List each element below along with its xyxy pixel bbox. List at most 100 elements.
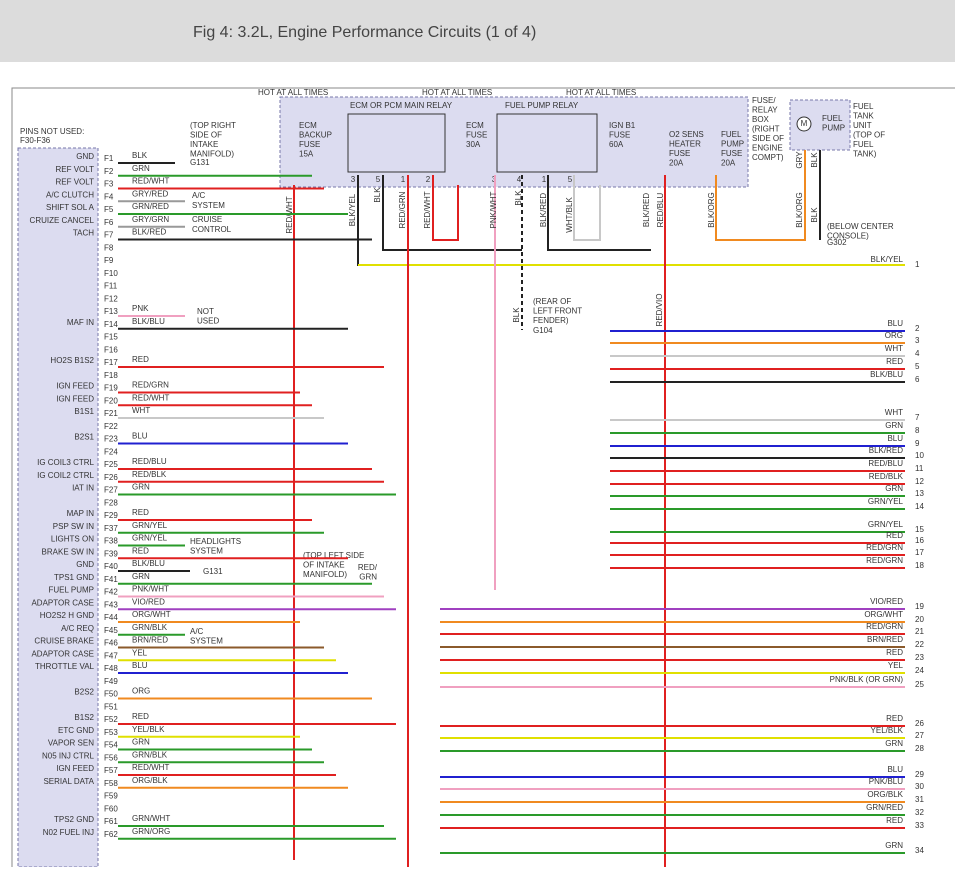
wire-color: GRN xyxy=(885,739,903,748)
wire-color: ORG xyxy=(885,331,903,340)
relay-pin: 1 xyxy=(542,175,547,184)
pin-number: F39 xyxy=(104,549,118,558)
circuit-number: 5 xyxy=(915,362,920,371)
wire-color: RED xyxy=(886,714,903,723)
pin-function: TPS2 GND xyxy=(54,815,94,824)
relay xyxy=(496,113,598,173)
wire-color: RED/WHT xyxy=(132,763,169,772)
wire-color: RED/BLU xyxy=(132,457,167,466)
wire-label: BLK/ORG xyxy=(795,192,804,228)
pin-number: F14 xyxy=(104,320,118,329)
pin-function: B1S1 xyxy=(74,407,94,416)
wire-color: GRN xyxy=(132,483,150,492)
pin-number: F57 xyxy=(104,766,118,775)
wire xyxy=(357,175,905,266)
note: HOT AT ALL TIMES xyxy=(258,88,328,97)
note: USED xyxy=(197,317,219,326)
wire-color: ORG/BLK xyxy=(132,776,168,785)
wire-color: RED xyxy=(132,508,149,517)
wire-label: WHT/BLK xyxy=(565,197,574,233)
pin-number: F4 xyxy=(104,192,114,201)
wire-color: GRN xyxy=(885,421,903,430)
pin-number: F17 xyxy=(104,358,118,367)
wire-color: RED/WHT xyxy=(132,177,169,186)
pin-number: F13 xyxy=(104,307,118,316)
wire-label: BLK xyxy=(514,190,523,206)
note: SYSTEM xyxy=(192,201,225,210)
circuit-number: 30 xyxy=(915,782,924,791)
note: RELAY xyxy=(752,106,778,115)
pin-function: ADAPTOR CASE xyxy=(31,649,94,658)
note: INTAKE xyxy=(190,140,218,149)
wire-color: RED/BLK xyxy=(132,470,167,479)
note: TANK xyxy=(853,112,874,121)
wire-color: RED/GRN xyxy=(132,381,169,390)
note: 30A xyxy=(466,140,481,149)
pin-number: F12 xyxy=(104,294,118,303)
wire-color: RED xyxy=(886,357,903,366)
pin-number: F10 xyxy=(104,269,118,278)
wire-label: BLK xyxy=(373,187,382,203)
header-band xyxy=(0,0,955,62)
wire-color: GRN/BLK xyxy=(132,750,168,759)
wire-label: RED/BLU xyxy=(656,192,665,227)
wire-color: PNK/BLU xyxy=(869,777,903,786)
pin-number: F24 xyxy=(104,447,118,456)
wire-color: PNK/WHT xyxy=(132,585,169,594)
wire-label: RED/GRN xyxy=(398,191,407,228)
pin-number: F5 xyxy=(104,205,114,214)
pin-number: F51 xyxy=(104,702,118,711)
circuit-number: 20 xyxy=(915,615,924,624)
note: PINS NOT USED: xyxy=(20,127,84,136)
note: FUSE xyxy=(466,131,487,140)
wire-label: BLK/RED xyxy=(642,193,651,227)
wire-color: BLK/RED xyxy=(869,446,903,455)
pin-number: F18 xyxy=(104,371,118,380)
circuit-number: 16 xyxy=(915,536,924,545)
pin-function: N02 FUEL INJ xyxy=(43,828,94,837)
note: (TOP RIGHT xyxy=(190,121,236,130)
note: FENDER) xyxy=(533,316,569,325)
wire-label: BLK/RED xyxy=(539,193,548,227)
wire-color: GRN/WHT xyxy=(132,814,170,823)
pin-number: F53 xyxy=(104,728,118,737)
note: A/C xyxy=(192,191,206,200)
relay-pin: 4 xyxy=(517,175,522,184)
pin-number: F56 xyxy=(104,753,118,762)
pcm-connector xyxy=(17,147,99,868)
relay-pin: 5 xyxy=(568,175,573,184)
circuit-number: 23 xyxy=(915,653,924,662)
pin-function: FUEL PUMP xyxy=(49,586,95,595)
relay-pin: 1 xyxy=(401,175,406,184)
note: CONTROL xyxy=(192,225,232,234)
pin-function: GND xyxy=(76,560,94,569)
wire-color: WHT xyxy=(885,408,903,417)
wire-color: BLU xyxy=(887,319,903,328)
wire-color: BLK/YEL xyxy=(871,255,904,264)
pin-function: LIGHTS ON xyxy=(51,535,94,544)
circuit-number: 13 xyxy=(915,489,924,498)
note: HOT AT ALL TIMES xyxy=(422,88,492,97)
circuit-number: 7 xyxy=(915,413,920,422)
wire-color: BLK/RED xyxy=(132,228,166,237)
wire-color: GRN/YEL xyxy=(868,497,904,506)
wire-color: GRN xyxy=(132,738,150,747)
circuit-number: 15 xyxy=(915,525,924,534)
note: BOX xyxy=(752,115,770,124)
pin-number: F28 xyxy=(104,498,118,507)
note: F30-F36 xyxy=(20,136,51,145)
pin-function: GND xyxy=(76,152,94,161)
note: FUSE xyxy=(721,149,742,158)
wire-color: BLK/BLU xyxy=(870,370,903,379)
note: OF INTAKE xyxy=(303,561,345,570)
wire-color: ORG/WHT xyxy=(132,610,171,619)
note: FUEL xyxy=(721,130,742,139)
note: G131 xyxy=(190,158,210,167)
wire-color: GRN/BLK xyxy=(132,623,168,632)
wire-color: RED/WHT xyxy=(132,393,169,402)
note: (REAR OF xyxy=(533,297,571,306)
circuit-number: 10 xyxy=(915,451,924,460)
pin-function: THROTTLE VAL xyxy=(35,662,95,671)
note: (TOP LEFT SIDE xyxy=(303,551,364,560)
wire-label: GRY xyxy=(795,151,804,169)
